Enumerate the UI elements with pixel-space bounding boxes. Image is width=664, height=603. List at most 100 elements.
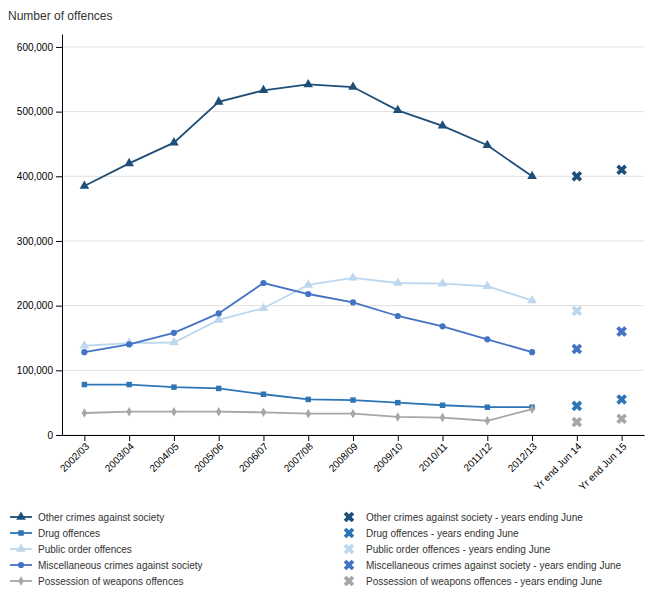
y-tick: 600,000: [17, 42, 62, 53]
line-point: [483, 140, 493, 148]
x-tick-mark: [84, 435, 85, 441]
line-point: [350, 409, 355, 418]
x-tick: 2005/06: [192, 435, 226, 474]
x-tick-label: 2004/05: [147, 440, 181, 474]
legend-marker: [341, 509, 357, 525]
legend-marker: [341, 557, 357, 573]
series: [82, 404, 535, 425]
y-tick-mark: [56, 435, 62, 436]
y-tick-label: 500,000: [17, 106, 54, 117]
y-tick-mark: [56, 176, 62, 177]
line-point: [395, 313, 401, 319]
line-point: [438, 120, 448, 128]
line-point: [350, 299, 356, 305]
line-point: [216, 407, 221, 416]
line-point: [80, 180, 90, 188]
legend-label: Public order offences - years ending Jun…: [366, 544, 551, 555]
y-axis: 0100,000200,000300,000400,000500,000600,…: [17, 35, 63, 441]
x-tick: 2006/07: [237, 435, 271, 474]
scatter-point: [614, 411, 630, 427]
x-tick-mark: [129, 435, 130, 441]
y-tick-mark: [56, 47, 62, 48]
line-point: [261, 392, 266, 397]
line-point: [169, 137, 179, 145]
x-tick-mark: [219, 435, 220, 441]
line-point: [171, 330, 177, 336]
series: [569, 391, 630, 413]
line-point: [529, 349, 535, 355]
line-point: [393, 105, 403, 113]
y-tick-mark: [56, 306, 62, 307]
series: [569, 324, 630, 357]
series: [569, 303, 630, 340]
line-point: [485, 416, 490, 425]
scatter-point: [614, 162, 630, 178]
x-tick-label: 2007/08: [282, 440, 316, 474]
y-tick-label: 400,000: [17, 171, 54, 182]
line-point: [440, 413, 445, 422]
legend-label: Public order offences: [38, 544, 132, 555]
scatter-point: [614, 391, 630, 407]
legend-item: Other crimes against society - years end…: [341, 509, 583, 525]
legend-item: Miscellaneous crimes against society - y…: [341, 557, 621, 573]
line-point: [527, 295, 537, 303]
line-point: [126, 382, 131, 387]
x-tick-mark: [443, 435, 444, 441]
line-point: [80, 340, 90, 348]
grid-line: [62, 240, 644, 241]
legend-marker: [16, 511, 26, 519]
x-tick-mark: [353, 435, 354, 441]
x-tick-mark: [622, 435, 623, 441]
x-tick-label: 2005/06: [192, 440, 226, 474]
scatter-point: [569, 414, 585, 430]
series: [82, 382, 535, 410]
line-point: [439, 323, 445, 329]
line-point: [303, 279, 313, 287]
x-tick: 2012/13: [506, 435, 540, 474]
x-tick: Yr end Jun 15: [577, 435, 629, 492]
scatter-point: [614, 324, 630, 340]
x-tick-label: Yr end Jun 15: [577, 440, 629, 492]
y-tick-label: 100,000: [17, 365, 54, 376]
line-point: [305, 397, 310, 402]
x-tick-mark: [263, 435, 264, 441]
legend-label: Drug offences - years ending June: [366, 528, 519, 539]
legend-item: Public order offences - years ending Jun…: [341, 541, 551, 557]
scatter-point: [569, 168, 585, 184]
plot-area: 0100,000200,000300,000400,000500,000600,…: [17, 35, 645, 493]
series-line: [84, 385, 532, 408]
x-tick-label: 2011/12: [461, 440, 494, 473]
line-point: [303, 79, 313, 87]
legend: Other crimes against society Other crimes…: [10, 509, 622, 589]
line-point: [260, 280, 266, 286]
x-tick: 2002/03: [58, 435, 92, 474]
series-line: [84, 409, 532, 421]
x-tick: 2003/04: [103, 435, 137, 474]
x-tick-label: 2006/07: [237, 440, 271, 474]
grid-line: [62, 370, 644, 371]
line-point: [348, 272, 358, 280]
y-tick: 0: [47, 430, 62, 441]
line-point: [305, 409, 310, 418]
line-point: [124, 158, 134, 166]
y-tick-label: 300,000: [17, 236, 54, 247]
y-tick-label: 600,000: [17, 42, 54, 53]
x-tick-mark: [308, 435, 309, 441]
legend-label: Other crimes against society: [38, 512, 164, 523]
scatter-point: [569, 341, 585, 357]
legend-marker: [18, 576, 23, 585]
y-tick: 300,000: [17, 236, 62, 247]
legend-label: Other crimes against society - years end…: [366, 512, 583, 523]
legend-item: Possession of weapons offences - years e…: [341, 573, 602, 589]
line-point: [82, 382, 87, 387]
legend-marker: [341, 525, 357, 541]
legend-item: Drug offences - years ending June: [341, 525, 519, 541]
line-point: [395, 412, 400, 421]
x-tick-mark: [398, 435, 399, 441]
y-tick-mark: [56, 370, 62, 371]
line-point: [259, 303, 269, 311]
grid: [62, 47, 644, 435]
y-axis-title: Number of offences: [8, 9, 113, 23]
x-tick-mark: [174, 435, 175, 441]
line-point: [82, 408, 87, 417]
